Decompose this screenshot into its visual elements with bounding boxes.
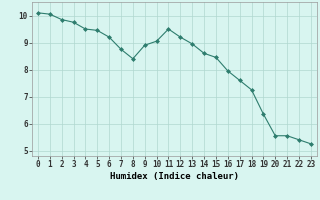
X-axis label: Humidex (Indice chaleur): Humidex (Indice chaleur) xyxy=(110,172,239,181)
